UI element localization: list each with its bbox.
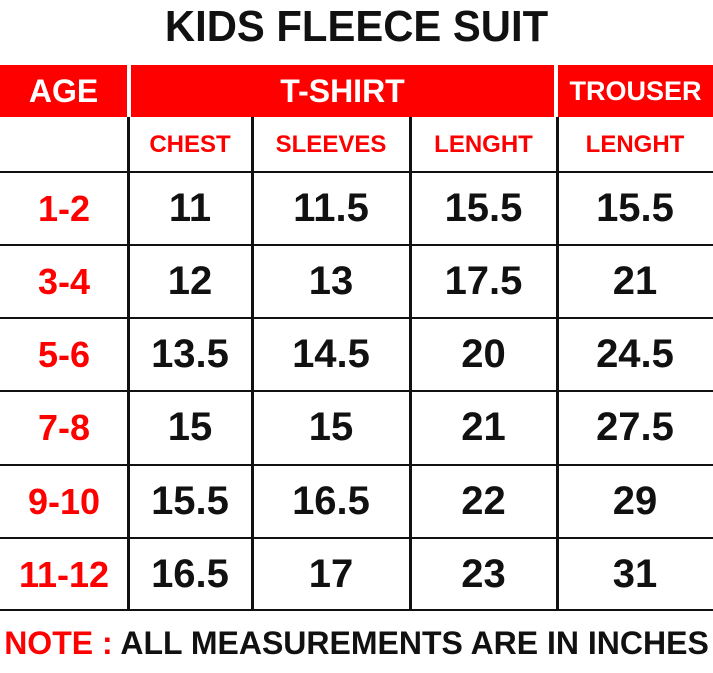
row-divider	[0, 609, 713, 611]
value-cell: 29	[612, 479, 658, 523]
value-cell: 17	[308, 552, 354, 596]
page-title: KIDS FLEECE SUIT	[164, 2, 549, 51]
value-cell: 15	[167, 405, 213, 449]
age-cell: 3-4	[37, 260, 91, 302]
value-cell: 14.5	[292, 332, 370, 376]
value-cell: 27.5	[596, 405, 674, 449]
value-cell: 24.5	[596, 332, 674, 376]
note-text: ALL MEASUREMENTS ARE IN INCHES	[120, 625, 709, 661]
row-divider	[0, 317, 713, 319]
header-trouser: TROUSER	[558, 65, 713, 117]
row-divider	[0, 390, 713, 392]
header-age: AGE	[0, 65, 127, 117]
value-cell: 15.5	[151, 479, 229, 523]
value-cell: 21	[612, 259, 658, 303]
value-cell: 22	[461, 479, 506, 523]
value-cell: 16.5	[292, 479, 370, 523]
subheader-3: LENGHT	[585, 130, 685, 158]
value-cell: 23	[461, 552, 506, 596]
row-divider	[0, 537, 713, 539]
value-cell: 13	[308, 259, 354, 303]
column-divider	[251, 117, 254, 610]
row-divider	[0, 464, 713, 466]
age-cell: 7-8	[37, 406, 91, 448]
column-divider	[127, 117, 130, 610]
age-cell: 9-10	[27, 480, 101, 522]
age-cell: 1-2	[37, 187, 91, 229]
value-cell: 15.5	[596, 186, 674, 230]
value-cell: 15	[308, 405, 354, 449]
value-cell: 15.5	[444, 186, 523, 230]
age-cell: 11-12	[18, 553, 110, 595]
value-cell: 11	[168, 186, 212, 230]
value-cell: 31	[612, 552, 658, 596]
column-divider	[556, 117, 559, 610]
value-cell: 11.5	[293, 186, 369, 230]
subheader-1: SLEEVES	[275, 130, 387, 158]
value-cell: 20	[461, 332, 506, 376]
age-cell: 5-6	[37, 333, 91, 375]
header-tshirt: T-SHIRT	[131, 65, 554, 117]
subheader-2: LENGHT	[434, 130, 533, 158]
note-label: NOTE :	[4, 625, 113, 661]
column-divider	[409, 117, 412, 610]
row-divider	[0, 171, 713, 173]
note: NOTE : ALL MEASUREMENTS ARE IN INCHES	[0, 625, 713, 662]
value-cell: 21	[461, 405, 506, 449]
value-cell: 12	[167, 259, 213, 303]
value-cell: 13.5	[151, 332, 229, 376]
row-divider	[0, 244, 713, 246]
value-cell: 17.5	[444, 259, 523, 303]
subheader-0: CHEST	[149, 130, 231, 158]
value-cell: 16.5	[151, 552, 229, 596]
